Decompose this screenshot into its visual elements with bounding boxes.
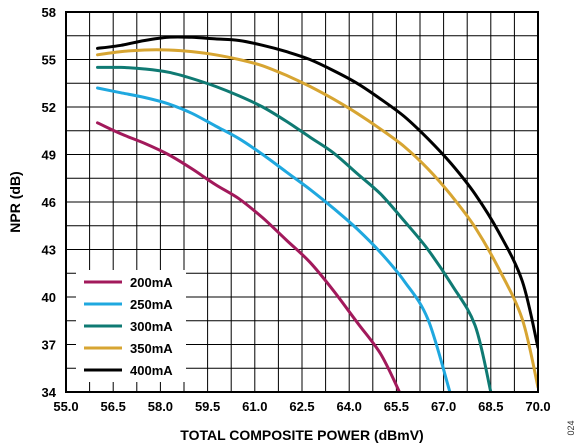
x-tick-label: 64.0 (337, 399, 362, 414)
y-tick-label: 40 (42, 290, 56, 305)
legend-label: 300mA (130, 319, 173, 334)
y-tick-label: 52 (42, 100, 56, 115)
legend: 200mA 250mA 300mA 350mA 400mA (76, 270, 186, 382)
x-tick-label: 67.0 (431, 399, 456, 414)
y-tick-labels: 34 37 40 43 46 49 52 55 58 (42, 5, 57, 400)
x-tick-label: 59.5 (195, 399, 220, 414)
series-line-400mA (96, 35, 538, 350)
series-line-200mA (96, 121, 401, 392)
y-axis-title: NPR (dB) (7, 171, 23, 232)
x-tick-label: 62.5 (289, 399, 314, 414)
series-lines (96, 35, 538, 392)
figure-id: 024 (566, 420, 576, 435)
x-tick-label: 61.0 (242, 399, 267, 414)
series-line-350mA (96, 48, 538, 389)
y-tick-label: 49 (42, 148, 56, 163)
x-tick-label: 56.5 (101, 399, 126, 414)
x-tick-label: 70.0 (525, 399, 550, 414)
x-tick-label: 58.0 (148, 399, 173, 414)
y-tick-label: 46 (42, 195, 56, 210)
series-line-250mA (96, 86, 452, 392)
x-axis-title: TOTAL COMPOSITE POWER (dBmV) (180, 427, 423, 443)
y-tick-label: 37 (42, 338, 56, 353)
legend-label: 400mA (130, 363, 173, 378)
y-tick-label: 43 (42, 243, 56, 258)
x-tick-label: 68.5 (478, 399, 503, 414)
x-tick-label: 55.0 (53, 399, 78, 414)
x-tick-label: 65.5 (384, 399, 409, 414)
y-tick-label: 55 (42, 53, 56, 68)
y-tick-label: 34 (42, 385, 57, 400)
legend-label: 200mA (130, 275, 173, 290)
y-tick-label: 58 (42, 5, 56, 20)
legend-label: 350mA (130, 341, 173, 356)
legend-label: 250mA (130, 297, 173, 312)
series-line-300mA (96, 65, 493, 392)
plot-frame (65, 11, 539, 393)
x-tick-labels: 55.0 56.5 58.0 59.5 61.0 62.5 64.0 65.5 67.0 68.5… (53, 399, 550, 414)
